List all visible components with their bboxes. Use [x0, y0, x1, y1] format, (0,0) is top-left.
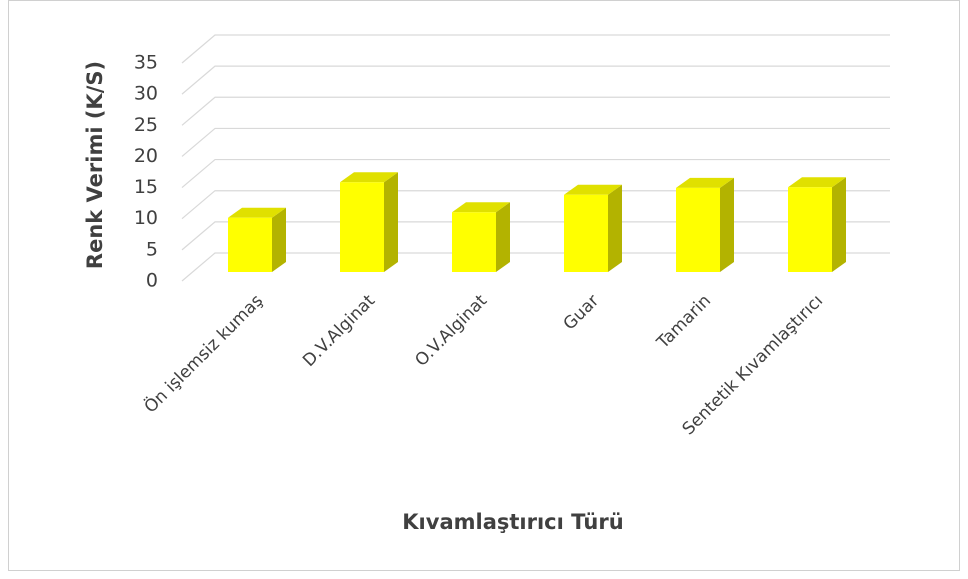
- y-tick-label: 5: [146, 238, 158, 260]
- bar: [788, 177, 846, 272]
- bar-side: [608, 184, 622, 272]
- grid-line: [181, 158, 890, 189]
- bar-side: [496, 202, 510, 272]
- grid-line: [181, 221, 890, 251]
- bar-top: [564, 184, 622, 195]
- grid-line: [181, 127, 890, 157]
- bar-front: [788, 187, 832, 272]
- bar-side: [720, 177, 734, 272]
- bar-front: [228, 217, 272, 272]
- grid-line: [181, 34, 890, 64]
- y-tick-label: 15: [134, 176, 158, 198]
- bar-side: [272, 207, 286, 272]
- grid-line: [181, 252, 890, 282]
- y-tick-label: 0: [146, 270, 158, 292]
- y-tick-label: 30: [134, 83, 158, 105]
- bar: [564, 184, 622, 272]
- y-tick-label: 25: [134, 114, 158, 136]
- bar-front: [452, 212, 496, 272]
- grid-line: [181, 96, 890, 126]
- bar-top: [676, 177, 734, 188]
- bar-front: [564, 194, 608, 272]
- bar-side: [384, 172, 398, 272]
- y-axis-title: Renk Verimi (K/S): [83, 61, 107, 269]
- grid-line: [181, 65, 890, 95]
- bar-top: [340, 172, 398, 183]
- bar-top: [228, 207, 286, 218]
- bar: [228, 207, 286, 272]
- bar-top: [452, 202, 510, 213]
- bar-top: [788, 177, 846, 188]
- bar: [340, 172, 398, 272]
- y-tick-label: 35: [134, 52, 158, 74]
- chart-frame: [8, 0, 960, 571]
- bar: [676, 177, 734, 272]
- bar: [452, 202, 510, 272]
- bar-front: [676, 187, 720, 272]
- bar-front: [340, 182, 384, 272]
- x-axis-title: Kıvamlaştırıcı Türü: [402, 510, 623, 534]
- bar-side: [832, 177, 846, 272]
- y-tick-label: 10: [134, 207, 158, 229]
- y-tick-label: 20: [134, 145, 158, 167]
- grid-line: [181, 190, 890, 220]
